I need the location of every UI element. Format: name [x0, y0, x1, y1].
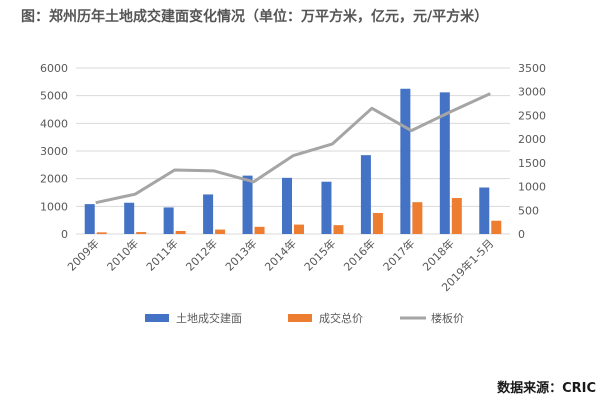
bar-area — [203, 194, 214, 234]
y-left-tick-label: 6000 — [40, 62, 68, 75]
y-left-tick-label: 4000 — [40, 117, 68, 130]
y-right-tick-label: 1000 — [518, 181, 546, 194]
y-left-tick-label: 3000 — [40, 145, 68, 158]
y-right-tick-label: 3500 — [518, 62, 546, 75]
x-tick-label: 2017年 — [380, 236, 417, 273]
bar-area — [321, 181, 332, 234]
bar-total — [451, 198, 462, 234]
legend-swatch — [145, 314, 169, 322]
x-tick-label: 2011年 — [143, 236, 180, 273]
y-right-tick-label: 2000 — [518, 133, 546, 146]
x-tick-label: 2013年 — [222, 236, 259, 273]
bar-area — [439, 92, 450, 234]
bar-total — [372, 212, 383, 234]
legend-label: 土地成交建面 — [176, 311, 242, 325]
bar-area — [84, 204, 95, 234]
y-left-tick-label: 2000 — [40, 173, 68, 186]
y-left-tick-label: 0 — [61, 228, 68, 241]
bar-area — [242, 175, 253, 234]
line-price — [95, 92, 491, 205]
y-right-tick-label: 500 — [518, 204, 539, 217]
bar-total — [412, 202, 423, 234]
x-tick-label: 2010年 — [104, 236, 141, 273]
x-tick-label: 2015年 — [301, 236, 338, 273]
bar-total — [136, 232, 147, 234]
x-tick-label: 2016年 — [341, 236, 378, 273]
bar-area — [479, 187, 490, 234]
bar-total — [96, 232, 107, 234]
bar-area — [124, 202, 135, 234]
chart-title: 图：郑州历年土地成交建面变化情况（单位：万平方米，亿元，元/平方米） — [21, 9, 489, 25]
bar-area — [282, 177, 292, 234]
legend-label: 楼板价 — [431, 311, 464, 325]
bar-total — [333, 225, 344, 234]
bar-total — [215, 229, 226, 234]
y-right-tick-label: 1500 — [518, 157, 546, 170]
bar-area — [360, 155, 371, 234]
y-left-tick-label: 5000 — [40, 90, 68, 103]
bar-total — [175, 230, 186, 234]
y-right-tick-label: 2500 — [518, 109, 546, 122]
x-tick-label: 2012年 — [183, 236, 220, 273]
y-right-tick-label: 3000 — [518, 86, 546, 99]
x-tick-label: 2014年 — [262, 236, 299, 273]
bar-total — [294, 224, 304, 234]
bar-area — [400, 88, 411, 234]
bar-area — [163, 207, 174, 234]
x-tick-label: 2009年 — [64, 236, 101, 273]
y-right-tick-label: 0 — [518, 228, 525, 241]
x-tick-label: 2018年 — [419, 236, 456, 273]
bar-total — [254, 226, 265, 234]
legend-swatch — [288, 314, 312, 322]
y-left-tick-label: 1000 — [40, 200, 68, 213]
bar-total — [491, 220, 502, 234]
legend-label: 成交总价 — [319, 311, 363, 325]
source-note: 数据来源：CRIC — [497, 381, 596, 396]
